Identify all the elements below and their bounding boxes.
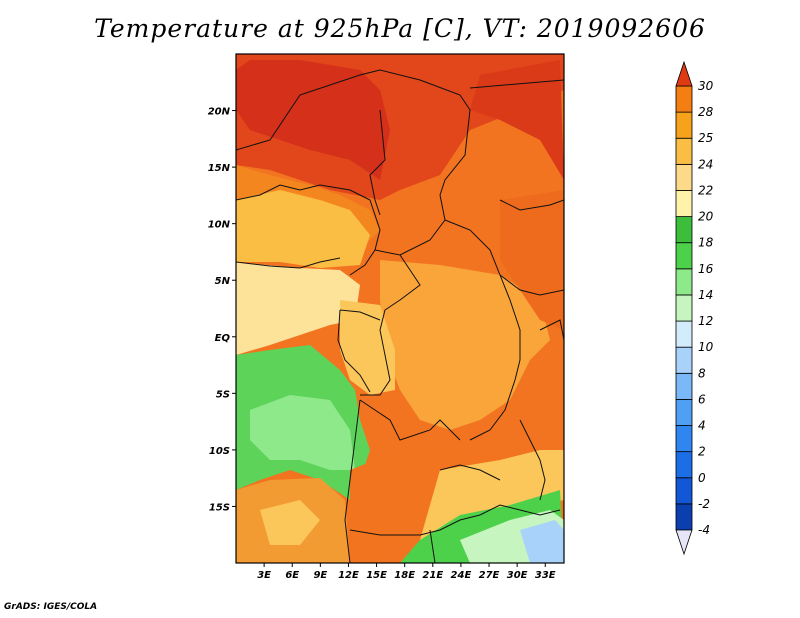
lon-tick-label: 9E: [313, 570, 327, 581]
colorbar-band: [675, 372, 693, 400]
border-line: [539, 319, 564, 341]
colorbar-label: 4: [698, 419, 706, 433]
colorbar-label: 6: [698, 392, 706, 406]
colorbar-band: [675, 346, 693, 374]
lat-tick-label: 15S: [209, 502, 230, 513]
field-west-africa: [236, 190, 370, 268]
colorbar-label: 25: [698, 131, 713, 145]
lat-tick-label: 10S: [209, 446, 230, 457]
border-line: [374, 194, 446, 256]
colorbar-label: 10: [698, 340, 714, 354]
colorbar-under-arrow: [675, 529, 693, 556]
colorbar-label: 28: [698, 105, 714, 119]
border-line: [236, 257, 341, 269]
lon-tick-label: 33E: [535, 570, 556, 581]
border-line: [379, 254, 421, 331]
longitude-axis: 3E 6E 9E 12E 15E 18E 21E 24E 27E 30E 33E: [257, 563, 556, 581]
border-line: [344, 399, 361, 563]
colorbar-band: [675, 216, 693, 244]
border-line: [519, 419, 546, 501]
colorbar-label: 20: [698, 210, 714, 224]
colorbar-label: 22: [698, 183, 713, 197]
colorbar-label: -4: [698, 523, 710, 537]
border-line: [360, 329, 391, 396]
colorbar-label: -2: [698, 497, 710, 511]
border-line: [236, 69, 381, 151]
border-line: [499, 274, 564, 296]
colorbar-label: 14: [698, 288, 713, 302]
colorbar-band: [675, 477, 693, 505]
border-line: [469, 79, 564, 89]
lat-tick-label: 5N: [215, 276, 231, 287]
border-line: [499, 199, 564, 211]
colorbar-band: [675, 320, 693, 348]
colorbar-band: [675, 85, 693, 113]
lon-tick-label: 21E: [422, 570, 443, 581]
lat-tick-label: 5S: [216, 389, 230, 400]
lon-tick-label: 15E: [366, 570, 387, 581]
colorbar-band: [675, 190, 693, 217]
colorbar-band: [675, 451, 693, 479]
colorbar-label: 16: [698, 262, 714, 276]
border-line: [337, 309, 371, 393]
map-title: Temperature at 925hPa [C], VT: 201909260…: [94, 14, 706, 43]
colorbar-band: [675, 503, 693, 531]
field-central-africa: [380, 260, 550, 430]
colorbar-band: [675, 163, 693, 191]
colorbar-band: [675, 137, 693, 165]
field-hottest-core: [236, 60, 390, 180]
border-line: [359, 399, 461, 441]
border-line: [339, 309, 381, 321]
colorbar-label: 0: [698, 471, 706, 485]
field-gulf-of-guinea: [236, 262, 360, 355]
lon-tick-label: 27E: [479, 570, 500, 581]
border-line: [429, 529, 436, 563]
colorbar-label: 2: [698, 445, 706, 459]
lat-tick-label: 10N: [208, 220, 231, 231]
colorbar-label: 18: [698, 236, 714, 250]
border-line: [444, 219, 501, 276]
border-line: [379, 69, 471, 196]
temperature-field: [236, 54, 564, 563]
lat-tick-label: EQ: [215, 333, 231, 344]
lat-tick-label: 15N: [208, 163, 231, 174]
latitude-axis: 20N 15N 10N 5N EQ 5S 10S 15S: [208, 107, 236, 513]
colorbar-band: [675, 294, 693, 322]
lon-tick-label: 24E: [451, 570, 472, 581]
border-line: [499, 274, 521, 381]
field-atlantic-lightgreen: [250, 395, 355, 470]
field-east-africa: [500, 190, 564, 330]
lon-tick-label: 6E: [285, 570, 299, 581]
field-southeast-lightblue: [520, 520, 564, 563]
border-line: [479, 504, 561, 516]
lon-tick-label: 30E: [507, 570, 528, 581]
colorbar-label: 24: [698, 157, 713, 171]
lat-tick-label: 20N: [208, 107, 231, 118]
border-line: [369, 109, 386, 216]
colorbar-band: [675, 111, 693, 139]
colorbar-band: [675, 425, 693, 453]
border-line: [236, 184, 371, 201]
field-southwest-pale: [260, 500, 320, 545]
border-line: [439, 464, 501, 481]
field-hottest-east: [470, 60, 564, 180]
colorbar-label: 8: [698, 366, 706, 380]
grads-credit: GrADS: IGES/COLA: [4, 602, 98, 612]
lon-tick-label: 18E: [394, 570, 415, 581]
colorbar-label: 30: [698, 79, 714, 93]
colorbar-band: [675, 268, 693, 296]
colorbar-label: 12: [698, 314, 713, 328]
map-frame: [235, 53, 565, 564]
colorbar-band: [675, 242, 693, 270]
lon-tick-label: 12E: [338, 570, 359, 581]
colorbar-band: [675, 399, 693, 426]
border-line: [469, 379, 516, 441]
colorbar-over-arrow: [675, 60, 693, 87]
lon-tick-label: 3E: [257, 570, 271, 581]
country-borders: [236, 69, 564, 563]
